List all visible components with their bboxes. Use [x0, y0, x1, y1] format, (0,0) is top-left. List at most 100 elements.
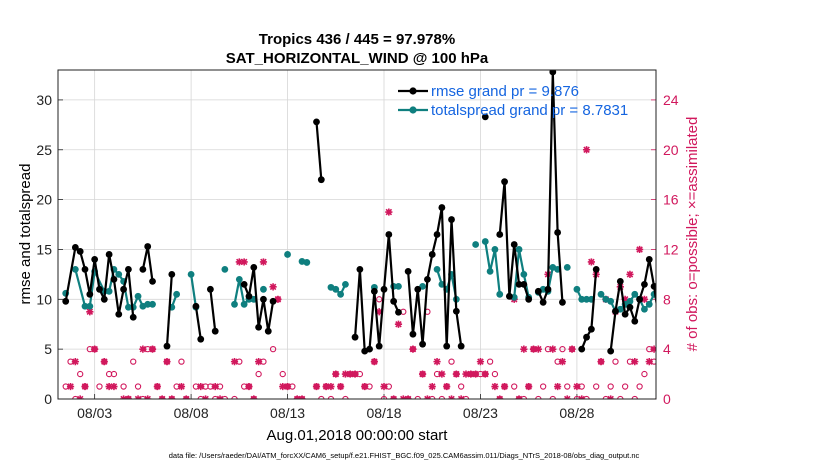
obs-assimilated-marker [86, 308, 94, 316]
y2-tick-label: 24 [663, 92, 679, 108]
y2-tick-label: 8 [663, 291, 671, 307]
obs-possible-marker [661, 384, 666, 389]
rmse-point [245, 292, 253, 300]
x-axis-label: Aug.01,2018 00:00:00 start [267, 427, 449, 444]
obs-assimilated-marker [385, 208, 393, 216]
rmse-point [264, 327, 272, 335]
rmse-point [366, 345, 373, 353]
rmse-point [621, 310, 629, 318]
obs-assimilated-marker [428, 382, 436, 391]
obs-assimilated-marker [645, 358, 653, 366]
obs-possible-marker [376, 296, 383, 303]
rmse-point [626, 303, 634, 311]
totalspread-point [395, 282, 402, 290]
obs-assimilated-marker [640, 295, 649, 303]
rmse-point [211, 327, 219, 335]
obs-assimilated-marker [240, 258, 248, 266]
obs-possible-marker [269, 346, 277, 353]
x-axis-ticks: 08/03 08/08 08/13 08/18 08/23 08/28 [77, 394, 595, 421]
obs-assimilated-marker [66, 382, 75, 391]
obs-assimilated-marker [467, 370, 475, 378]
obs-assimilated-marker [582, 146, 591, 154]
totalspread-point [231, 300, 238, 308]
rmse-point [91, 256, 99, 263]
y2-tick-label: 20 [663, 142, 679, 158]
rmse-line-segment [194, 306, 202, 340]
rmse-point [452, 307, 460, 315]
rmse-point [505, 292, 513, 300]
totalspread-point [578, 295, 586, 303]
rmse-point [139, 265, 147, 273]
rmse-point [71, 244, 79, 251]
totalspread-point [105, 287, 113, 295]
obs-assimilated-marker [274, 295, 282, 303]
totalspread-point [284, 251, 291, 258]
y2-axis-label: # of obs: o=possible; ×=assimilated [684, 117, 701, 352]
obs-assimilated-marker [452, 370, 460, 378]
totalspread-point [491, 246, 499, 253]
rmse-point [650, 282, 656, 290]
rmse-point [110, 275, 118, 283]
obs-assimilated-marker [279, 382, 287, 391]
obs-possible-marker [593, 383, 600, 390]
rmse-point [641, 280, 648, 288]
obs-assimilated-marker [626, 270, 634, 278]
rmse-point [578, 345, 586, 353]
totalspread-point [71, 265, 79, 273]
chart-title: Tropics 436 / 445 = 97.978% [259, 31, 455, 48]
obs-assimilated-marker [438, 370, 446, 378]
obs-assimilated-marker [332, 370, 340, 378]
obs-possible-marker [655, 397, 656, 399]
obs-possible-marker [96, 383, 103, 390]
rmse-line-segment [580, 269, 598, 350]
obs-assimilated-marker [110, 382, 118, 391]
rmse-point [120, 285, 127, 293]
obs-assimilated-marker [525, 382, 533, 391]
rmse-point [481, 113, 489, 121]
obs-assimilated-marker [409, 345, 417, 353]
obs-possible-marker [279, 370, 286, 378]
rmse-point [631, 317, 639, 325]
obs-possible-marker [607, 383, 614, 390]
y2-tick-label: 16 [663, 192, 679, 208]
rmse-point [255, 323, 263, 331]
rmse-point [129, 313, 137, 321]
series-lines [62, 70, 672, 355]
obs-assimilated-marker [341, 370, 350, 378]
rmse-line-segment [209, 289, 217, 332]
obs-possible-marker [540, 383, 547, 390]
obs-assimilated-marker [235, 258, 243, 266]
totalspread-line-segment [190, 274, 198, 308]
totalspread-point [573, 285, 581, 293]
legend-spread-marker [409, 106, 417, 114]
x-tick-label: 08/23 [463, 405, 498, 421]
obs-assimilated-marker [197, 382, 205, 391]
rmse-point [419, 340, 426, 348]
rmse-point [448, 216, 455, 223]
obs-possible-marker [564, 383, 571, 390]
obs-possible-marker [641, 370, 648, 378]
obs-assimilated-marker [100, 358, 108, 366]
rmse-point [592, 265, 600, 273]
plot-frame [57, 69, 657, 400]
rmse-point [554, 229, 562, 236]
rmse-line-segment [315, 121, 323, 180]
rmse-point [612, 307, 619, 315]
obs-assimilated-marker [394, 320, 403, 328]
rmse-point [549, 70, 557, 76]
rmse-point [414, 285, 422, 293]
rmse-point [269, 297, 277, 305]
x-tick-label: 08/08 [174, 405, 209, 421]
obs-assimilated-marker [558, 358, 567, 366]
obs-assimilated-marker [472, 370, 480, 378]
totalspread-point [631, 290, 639, 298]
rmse-point [385, 231, 393, 238]
obs-assimilated-marker [327, 382, 335, 391]
obs-assimilated-marker [597, 358, 605, 366]
rmse-point [317, 176, 325, 184]
rmse-point [587, 325, 595, 333]
rmse-point [665, 326, 672, 333]
obs-assimilated-marker [462, 370, 470, 378]
rmse-point [163, 342, 171, 350]
